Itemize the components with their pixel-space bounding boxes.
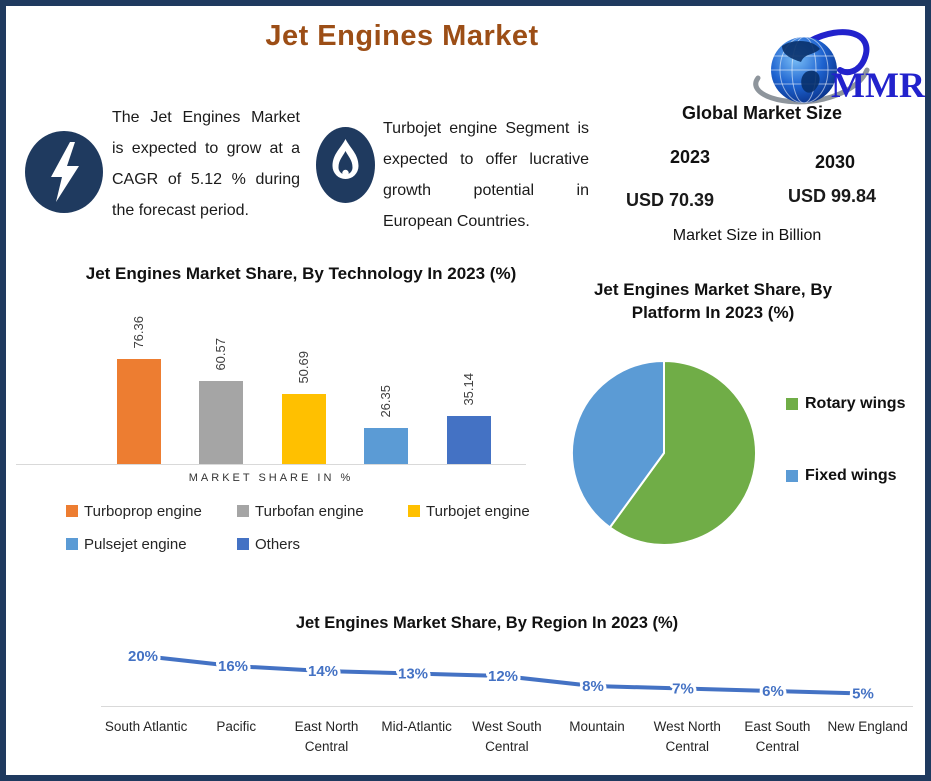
line-value-label: 8% <box>582 678 604 695</box>
region-label-west-south-central: West South Central <box>472 719 542 754</box>
year-2030: 2030 <box>814 152 856 172</box>
legend-item-pulsejet-engine: Pulsejet engine <box>66 533 237 555</box>
mmr-logo-text: MMR <box>831 65 926 105</box>
callout-line: CAGR of 5.12 % during <box>112 171 300 188</box>
legend-label: Others <box>255 535 301 553</box>
region-label-east-north-central: East North Central <box>294 719 359 754</box>
line-value-label: 16% <box>218 658 248 675</box>
callout-line: Turbojet engine Segment is <box>383 120 589 137</box>
year-2023: 2023 <box>669 147 711 167</box>
legend-label: Rotary wings <box>805 395 906 412</box>
legend-swatch <box>408 505 420 517</box>
line-value-label: 14% <box>308 663 338 680</box>
bar-turbojet-engine <box>281 394 326 464</box>
region-category-axis: South Atlantic Pacific East North Central M… <box>101 706 913 757</box>
callout-line: the forecast period. <box>112 202 249 219</box>
bar-pulsejet-engine <box>364 428 408 464</box>
region-label-new-england: New England <box>827 719 908 734</box>
technology-x-axis-label: MARKET SHARE IN % <box>188 472 354 484</box>
legend-label: Turbofan engine <box>255 502 364 520</box>
technology-legend: Turboprop engine Turbofan engine Turbojet … <box>66 500 586 566</box>
legend-item-turbojet-engine: Turbojet engine <box>408 500 579 522</box>
legend-item-turbofan-engine: Turbofan engine <box>237 500 408 522</box>
region-label-mountain: Mountain <box>569 719 625 734</box>
region-label-south-atlantic: South Atlantic <box>104 719 188 734</box>
line-value-label: 7% <box>672 681 694 698</box>
legend-item-turboprop-engine: Turboprop engine <box>66 500 237 522</box>
pie-slice-fixed-wings <box>571 360 665 529</box>
callout-line: growth potential in <box>383 182 589 199</box>
segment-callout-text: Turbojet engine Segment is expected to of… <box>383 113 589 237</box>
callout-line: European Countries. <box>383 213 530 230</box>
legend-item-fixed-wings: Fixed wings <box>786 467 905 485</box>
legend-swatch <box>786 398 798 410</box>
legend-swatch <box>237 538 249 550</box>
legend-item-rotary-wings: Rotary wings <box>786 395 905 413</box>
page-title: Jet Engines Market <box>265 20 539 52</box>
lightning-icon <box>25 131 103 213</box>
line-value-label: 20% <box>128 648 158 665</box>
bar-value-label: 60.57 <box>213 338 228 371</box>
mmr-logo: MMR <box>753 29 926 105</box>
global-market-size-heading: Global Market Size <box>681 103 843 123</box>
legend-swatch <box>66 505 78 517</box>
region-trend-line <box>141 654 865 696</box>
region-label-west-north-central: West North Central <box>653 719 721 754</box>
market-size-note: Market Size in Billion <box>672 227 822 244</box>
bar-value-label: 50.69 <box>295 351 311 384</box>
region-label-pacific: Pacific <box>216 719 257 734</box>
legend-item-others: Others <box>237 533 408 555</box>
callout-line: The Jet Engines Market <box>112 109 300 126</box>
legend-swatch <box>237 505 249 517</box>
region-chart-title: Jet Engines Market Share, By Region In 2… <box>295 614 679 632</box>
callout-line: is expected to grow at a <box>112 140 300 157</box>
pie-slice-rotary-wings <box>608 360 757 546</box>
flame-icon <box>316 127 375 203</box>
bar-value-label: 26.35 <box>378 385 393 418</box>
line-value-label: 5% <box>852 686 874 703</box>
region-label-east-south-central: East South Central <box>744 719 811 754</box>
bar-turboprop-engine <box>116 359 161 464</box>
legend-label: Turbojet engine <box>426 502 530 520</box>
cagr-callout-text: The Jet Engines Market is expected to gro… <box>112 102 300 226</box>
legend-label: Turboprop engine <box>84 502 202 520</box>
market-value-2030: USD 99.84 <box>787 186 877 206</box>
platform-chart-title: Jet Engines Market Share, By Platform In… <box>593 280 833 322</box>
line-value-label: 6% <box>762 683 784 700</box>
region-line-plot: 20% 16% 14% 13% 12% 8% 7% 6% 5% <box>125 645 877 706</box>
bar-others <box>446 416 491 464</box>
bar-value-label: 35.14 <box>460 373 476 406</box>
line-value-label: 13% <box>398 666 428 683</box>
bar-turbofan-engine <box>199 381 243 464</box>
platform-legend: Rotary wings Fixed wings <box>786 395 905 485</box>
technology-chart-title: Jet Engines Market Share, By Technology … <box>85 264 517 283</box>
legend-label: Pulsejet engine <box>84 535 187 553</box>
legend-label: Fixed wings <box>805 467 897 484</box>
technology-bar-plot: 76.36 60.57 50.69 26.35 35.14 <box>16 316 526 465</box>
legend-swatch <box>786 470 798 482</box>
callout-line: expected to offer lucrative <box>383 151 589 168</box>
platform-pie <box>571 360 757 546</box>
line-value-label: 12% <box>488 668 518 685</box>
bar-value-label: 76.36 <box>130 316 146 349</box>
market-value-2023: USD 70.39 <box>625 190 715 210</box>
legend-swatch <box>66 538 78 550</box>
region-label-mid-atlantic: Mid-Atlantic <box>381 719 452 734</box>
